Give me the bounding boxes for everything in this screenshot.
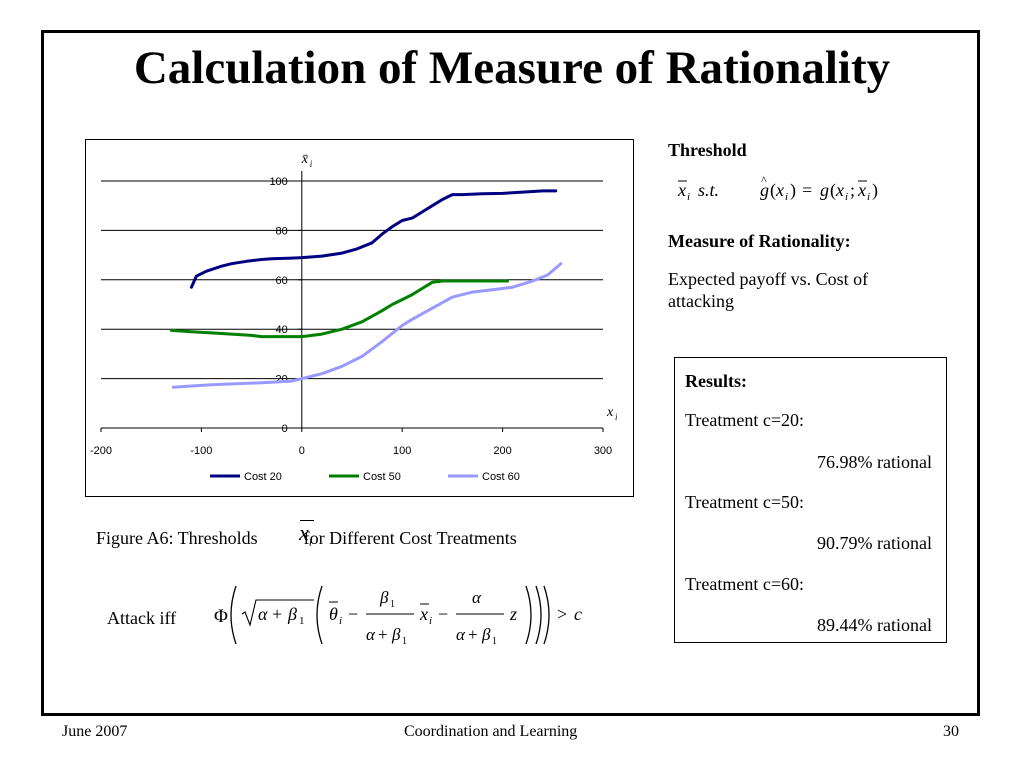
svg-text:x: x bbox=[857, 180, 866, 200]
svg-text:g: g bbox=[820, 180, 829, 200]
svg-text:x: x bbox=[677, 180, 686, 200]
svg-text:z: z bbox=[509, 604, 517, 624]
footer-date: June 2007 bbox=[62, 723, 128, 740]
x-tick-label: 300 bbox=[594, 445, 612, 457]
svg-text:c: c bbox=[574, 604, 582, 624]
x-tick-label: -200 bbox=[90, 445, 112, 457]
slide-frame bbox=[41, 30, 980, 716]
y-axis-label: x̄ bbox=[301, 152, 309, 167]
series-line bbox=[169, 279, 510, 339]
svg-text:α: α bbox=[258, 604, 268, 624]
svg-text:): ) bbox=[790, 180, 796, 201]
svg-text:(: ( bbox=[770, 180, 776, 201]
result-value: 89.44% rational bbox=[817, 615, 932, 635]
svg-text:α: α bbox=[472, 588, 482, 607]
y-tick-label: 80 bbox=[276, 225, 288, 237]
threshold-chart: 0 20 40 60 80 100 -200 -100 0 100 200 300 x̄ i x i Cost … bbox=[85, 139, 634, 497]
svg-text:β: β bbox=[391, 625, 401, 644]
attack-condition-formula: Φ α + β 1 θ i − β 1 α + β 1 x i − α α + … bbox=[214, 585, 582, 647]
svg-text:x: x bbox=[835, 180, 844, 200]
results-heading: Results: bbox=[685, 371, 747, 391]
svg-text:−: − bbox=[438, 604, 448, 624]
y-tick-label: 60 bbox=[276, 275, 288, 287]
legend-label: Cost 20 bbox=[244, 471, 282, 483]
svg-text:1: 1 bbox=[390, 599, 395, 610]
x-axis-label-subscript: i bbox=[615, 412, 618, 422]
caption-after: for Different Cost Treatments bbox=[303, 528, 517, 548]
result-treatment: Treatment c=60: bbox=[685, 574, 804, 594]
x-tick-label: 0 bbox=[299, 445, 305, 457]
result-value: 90.79% rational bbox=[817, 533, 932, 553]
legend-label: Cost 60 bbox=[482, 471, 520, 483]
y-tick-label: 40 bbox=[276, 324, 288, 336]
svg-text:+: + bbox=[378, 625, 388, 644]
svg-text:x: x bbox=[775, 180, 784, 200]
svg-text:g: g bbox=[760, 180, 769, 200]
measure-text: Expected payoff vs. Cost of attacking bbox=[668, 269, 869, 311]
y-tick-label: 20 bbox=[276, 374, 288, 386]
y-tick-label: 100 bbox=[269, 176, 287, 188]
svg-text:β: β bbox=[379, 588, 389, 607]
figure-caption: Figure A6: Thresholds for Different Cost … bbox=[96, 527, 517, 549]
x-tick-label: 200 bbox=[493, 445, 511, 457]
xbar-letter: x bbox=[299, 520, 309, 545]
series-line bbox=[171, 262, 563, 389]
svg-text:^: ^ bbox=[761, 176, 767, 187]
svg-text:): ) bbox=[872, 180, 878, 201]
result-treatment: Treatment c=50: bbox=[685, 492, 804, 512]
svg-text:;: ; bbox=[850, 180, 855, 200]
svg-text:s.t.: s.t. bbox=[698, 180, 719, 200]
svg-text:1: 1 bbox=[492, 636, 497, 647]
svg-text:θ: θ bbox=[329, 604, 338, 624]
threshold-formula: x i s.t. g ^ ( x i ) = g ( x i ; x i ) bbox=[677, 176, 878, 203]
svg-text:i: i bbox=[687, 191, 690, 203]
results-box: Results: Treatment c=20: 76.98% rational… bbox=[674, 357, 947, 643]
measure-label: Measure of Rationality: bbox=[668, 231, 851, 251]
svg-text:Φ: Φ bbox=[214, 606, 228, 627]
x-tick-label: -100 bbox=[190, 445, 212, 457]
svg-text:i: i bbox=[845, 191, 848, 203]
svg-text:β: β bbox=[287, 604, 297, 624]
y-axis-label-subscript: i bbox=[310, 159, 313, 169]
attack-label: Attack iff bbox=[107, 608, 177, 628]
svg-text:+: + bbox=[468, 625, 478, 644]
y-tick-label: 0 bbox=[282, 423, 288, 435]
result-value: 76.98% rational bbox=[817, 452, 932, 472]
svg-text:=: = bbox=[802, 180, 812, 200]
svg-text:1: 1 bbox=[402, 636, 407, 647]
xbar-subscript: i bbox=[308, 533, 313, 549]
svg-text:+: + bbox=[272, 604, 282, 624]
footer-page-number: 30 bbox=[943, 723, 959, 740]
svg-text:β: β bbox=[481, 625, 491, 644]
svg-text:i: i bbox=[785, 191, 788, 203]
x-tick-label: 100 bbox=[393, 445, 411, 457]
series-line bbox=[189, 189, 558, 289]
svg-text:α: α bbox=[456, 625, 466, 644]
svg-text:>: > bbox=[557, 604, 567, 624]
caption-before: Figure A6: Thresholds bbox=[96, 528, 258, 548]
svg-text:α: α bbox=[366, 625, 376, 644]
x-axis-label: x bbox=[606, 405, 614, 420]
footer-title: Coordination and Learning bbox=[404, 723, 578, 740]
svg-text:(: ( bbox=[830, 180, 836, 201]
result-treatment: Treatment c=20: bbox=[685, 410, 804, 430]
svg-text:1: 1 bbox=[299, 615, 305, 627]
svg-text:i: i bbox=[429, 615, 432, 627]
slide-title: Calculation of Measure of Rationality bbox=[133, 42, 891, 94]
svg-text:−: − bbox=[348, 604, 358, 624]
svg-text:i: i bbox=[867, 191, 870, 203]
svg-text:x: x bbox=[419, 604, 428, 624]
caption-xbar-symbol: xi bbox=[299, 520, 314, 553]
svg-text:i: i bbox=[339, 615, 342, 627]
legend-label: Cost 50 bbox=[363, 471, 401, 483]
threshold-label: Threshold bbox=[668, 140, 747, 160]
